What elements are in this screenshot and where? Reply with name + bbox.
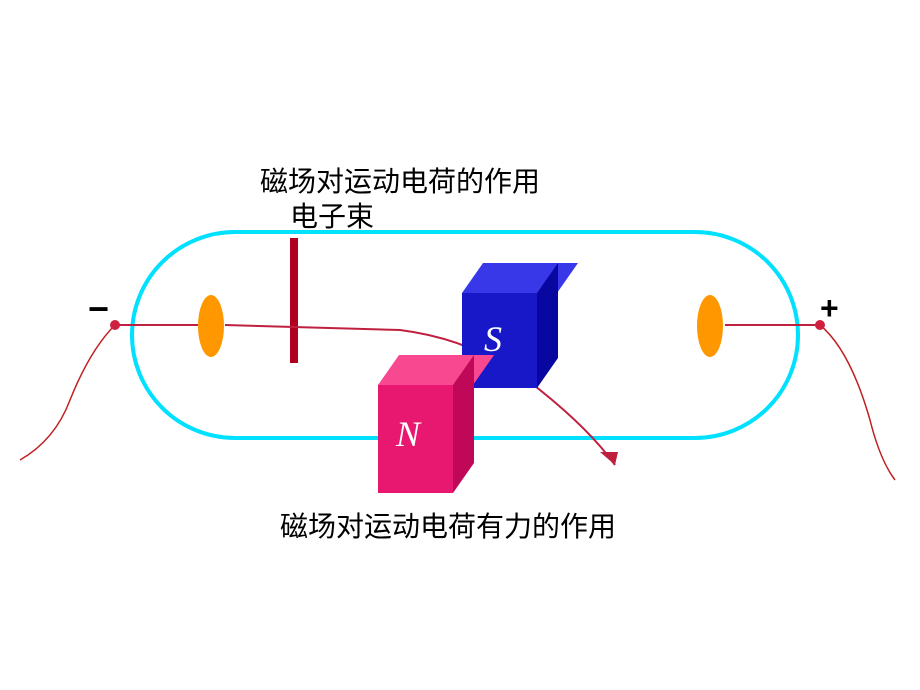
terminal-dot-left (110, 320, 120, 330)
electron-beam-path (0, 0, 920, 690)
magnet-north-label: N (396, 413, 420, 455)
anode-left (198, 295, 224, 357)
terminal-dot-right (815, 320, 825, 330)
anode-right (697, 295, 723, 357)
caption-bottom: 磁场对运动电荷有力的作用 (280, 505, 616, 545)
magnet-north: N (378, 355, 473, 493)
magnet-south-label: S (484, 318, 502, 360)
physics-diagram: 磁场对运动电荷的作用 电子束 − + S N 磁场对运动电荷有力的作 (0, 0, 920, 690)
